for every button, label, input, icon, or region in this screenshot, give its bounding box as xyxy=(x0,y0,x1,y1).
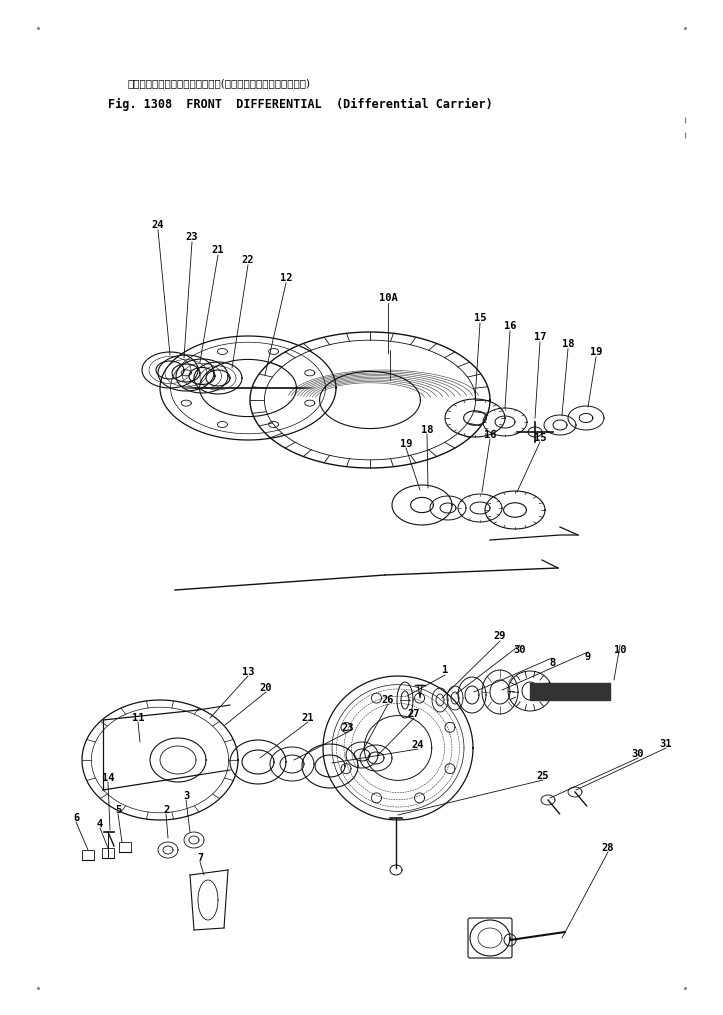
Text: 30: 30 xyxy=(632,749,644,759)
Text: 9: 9 xyxy=(585,652,591,662)
Text: 16: 16 xyxy=(504,321,516,331)
Text: 22: 22 xyxy=(241,255,254,265)
Text: 31: 31 xyxy=(660,739,672,749)
Text: 17: 17 xyxy=(534,332,547,342)
Text: Fig. 1308  FRONT  DIFFERENTIAL  (Differential Carrier): Fig. 1308 FRONT DIFFERENTIAL (Differenti… xyxy=(108,98,493,111)
Text: 13: 13 xyxy=(241,667,254,677)
Text: 1: 1 xyxy=(442,665,448,675)
Text: 5: 5 xyxy=(115,805,121,815)
Text: 27: 27 xyxy=(408,709,420,719)
FancyBboxPatch shape xyxy=(468,918,512,958)
Text: 18: 18 xyxy=(421,425,433,435)
Text: 8: 8 xyxy=(549,658,555,668)
Text: 19: 19 xyxy=(590,347,602,357)
Text: 24: 24 xyxy=(412,740,424,750)
Text: フロント　ディファレンシャル　(ディファレンシャルキャリア): フロント ディファレンシャル (ディファレンシャルキャリア) xyxy=(128,78,311,88)
Text: 29: 29 xyxy=(494,631,506,641)
Text: 21: 21 xyxy=(301,713,315,723)
Text: 7: 7 xyxy=(197,853,203,863)
Text: 26: 26 xyxy=(382,695,394,705)
Text: 14: 14 xyxy=(102,773,114,783)
Text: 19: 19 xyxy=(400,439,412,449)
Text: 21: 21 xyxy=(212,245,224,255)
Text: 11: 11 xyxy=(132,713,145,723)
Text: 20: 20 xyxy=(260,683,273,693)
Text: 6: 6 xyxy=(73,813,79,823)
Text: 15: 15 xyxy=(474,313,487,323)
Text: 23: 23 xyxy=(342,723,354,733)
Text: 15: 15 xyxy=(534,433,547,443)
Text: 24: 24 xyxy=(152,220,164,230)
Text: 2: 2 xyxy=(163,805,169,815)
Text: 25: 25 xyxy=(536,771,549,781)
Text: 18: 18 xyxy=(562,339,574,349)
Text: 10A: 10A xyxy=(379,293,398,303)
Text: 12: 12 xyxy=(280,273,292,283)
Text: 10: 10 xyxy=(614,645,626,655)
Text: 28: 28 xyxy=(602,843,615,853)
Text: 30: 30 xyxy=(514,645,526,655)
Text: 16: 16 xyxy=(484,430,496,439)
Text: 4: 4 xyxy=(97,819,103,829)
Text: 3: 3 xyxy=(183,791,189,801)
Text: 23: 23 xyxy=(186,232,198,242)
